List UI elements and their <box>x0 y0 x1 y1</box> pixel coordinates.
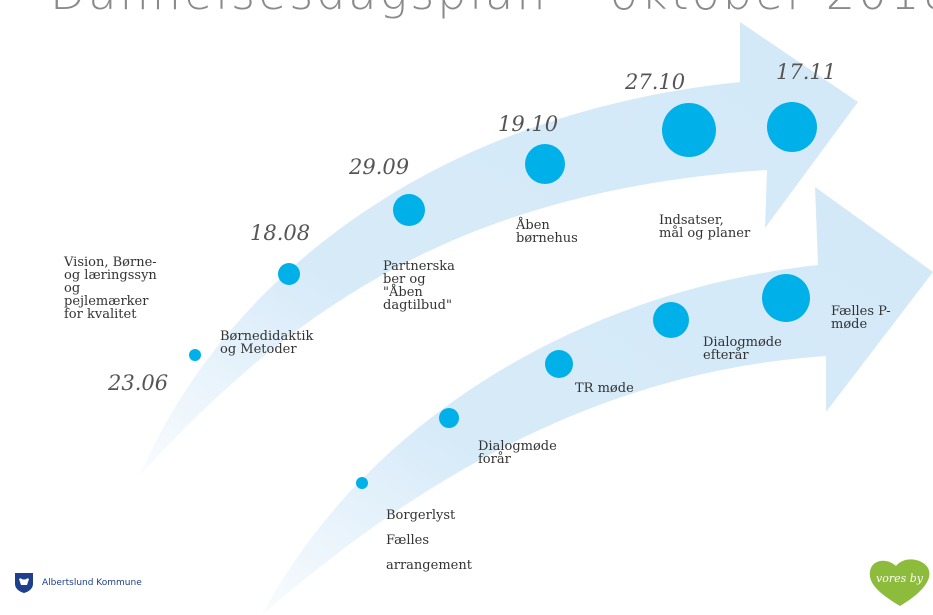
date-label: 23.06 <box>108 371 169 395</box>
milestone-label: Dialogmøde efterår <box>703 335 782 363</box>
milestone-dot <box>439 408 459 428</box>
milestone-label: Dialogmøde forår <box>478 439 557 467</box>
heart-icon <box>869 559 930 606</box>
milestone-label: Borgerlyst Fælles arrangement <box>386 508 472 573</box>
milestone-dot <box>767 102 817 152</box>
vores-by-logo: vores by <box>866 556 933 608</box>
milestone-dot <box>662 103 716 157</box>
milestone-dot <box>356 477 368 489</box>
date-label: 17.11 <box>776 60 837 84</box>
date-label: 29.09 <box>349 155 410 179</box>
milestone-label: Fælles P- møde <box>831 304 891 332</box>
milestone-label: Vision, Børne- og læringssyn og pejlemær… <box>64 255 157 322</box>
date-label: 19.10 <box>498 112 559 136</box>
milestone-dot <box>545 350 573 378</box>
milestone-dot <box>189 349 201 361</box>
milestone-label: Indsatser, mål og planer <box>659 213 751 241</box>
logo-text: Albertslund Kommune <box>42 578 142 588</box>
logo-text: vores by <box>876 572 924 585</box>
shield-icon <box>15 573 33 593</box>
milestone-dot <box>653 302 689 338</box>
milestone-label: TR møde <box>575 381 634 396</box>
milestone-dot <box>525 144 565 184</box>
milestone-dot <box>762 274 810 322</box>
milestone-label: Børnedidaktik og Metoder <box>220 329 314 357</box>
date-label: 18.08 <box>250 221 311 245</box>
albertslund-logo: Albertslund Kommune <box>14 572 142 594</box>
page-title: Dannelsesdagsplan – oktober 2018 <box>50 0 933 20</box>
milestone-label: Åben børnehus <box>516 218 578 246</box>
date-label: 27.10 <box>625 70 686 94</box>
milestone-dot <box>278 263 300 285</box>
milestone-label: Partnerska ber og "Åben dagtilbud" <box>383 259 455 313</box>
milestone-dot <box>393 194 425 226</box>
